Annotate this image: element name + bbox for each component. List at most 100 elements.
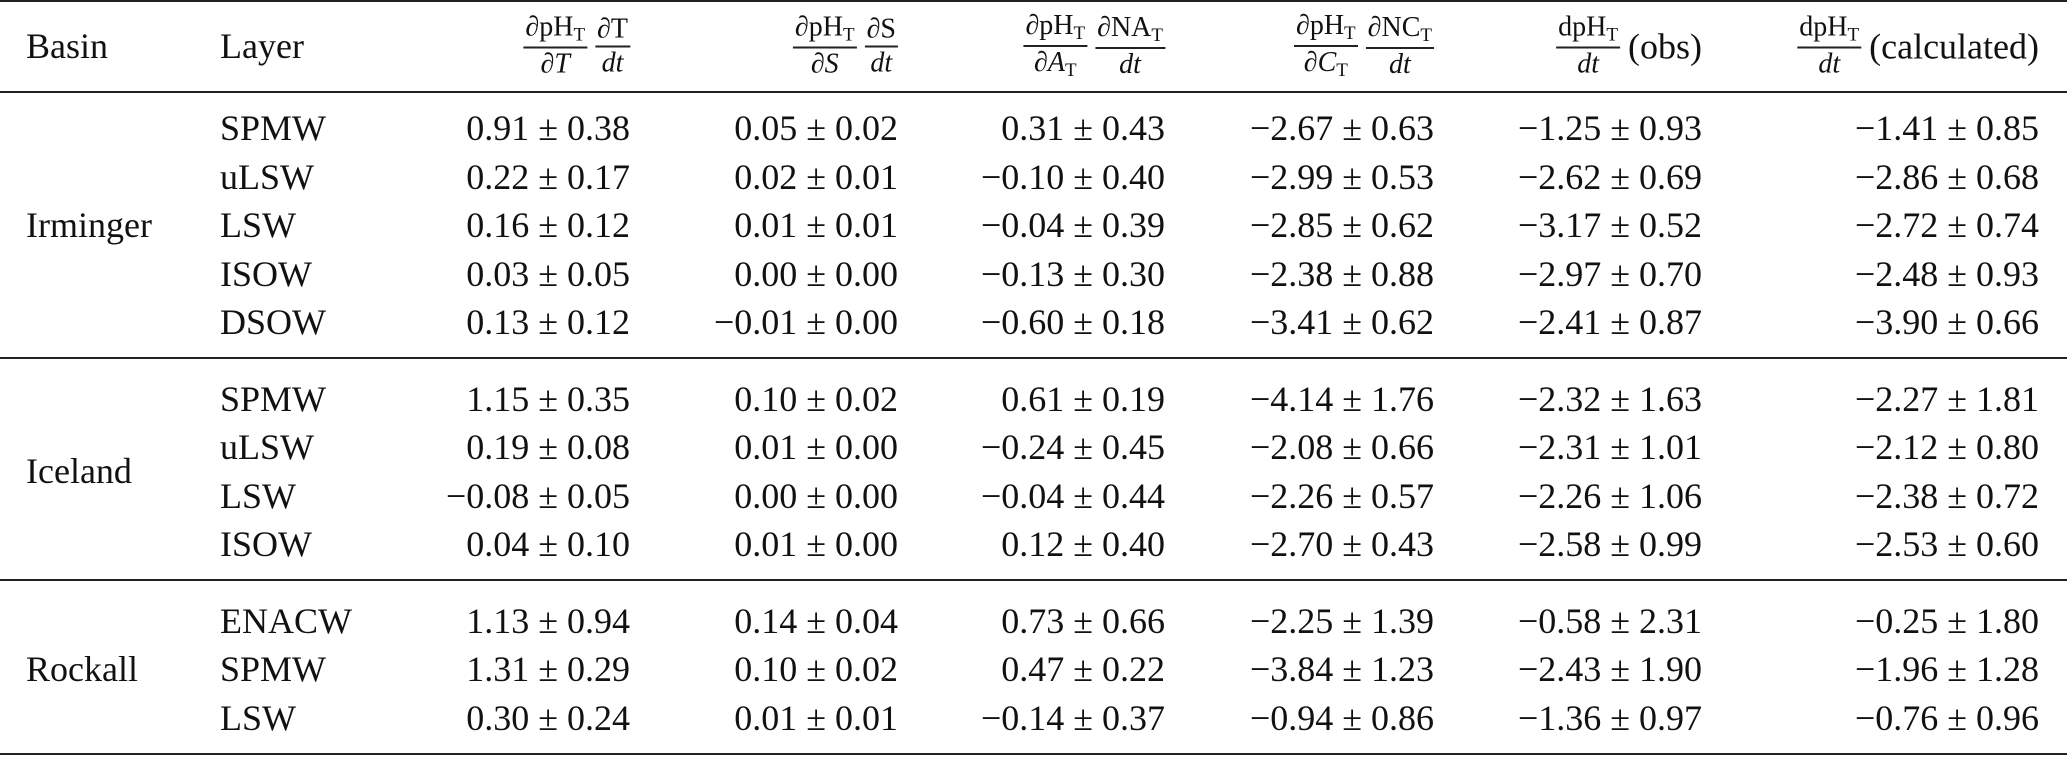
header-cell: ∂pHT ∂T ∂T dt xyxy=(515,13,630,79)
fraction: ∂pHT ∂CT xyxy=(1293,12,1358,81)
layer-cell: ISOW xyxy=(220,253,312,294)
denominator-text: dt xyxy=(1577,48,1599,80)
value-cell: −0.04 ± 0.44 xyxy=(980,475,1165,516)
value-cell: −3.17 ± 0.52 xyxy=(1517,205,1702,245)
value-cell: −0.10 ± 0.40 xyxy=(980,156,1165,197)
value-cell: 0.10 ± 0.02 xyxy=(734,378,898,419)
numerator: ∂NCT xyxy=(1365,11,1434,49)
value-cell: −1.96 ± 1.28 xyxy=(1854,649,2039,689)
value-cell: 0.12 ± 0.40 xyxy=(1001,524,1165,564)
fraction: dpHT dt xyxy=(1797,11,1862,79)
value-cell: −0.94 ± 0.86 xyxy=(1249,697,1434,738)
value-cell: −2.70 ± 0.43 xyxy=(1249,524,1434,564)
value-cell: −2.99 ± 0.53 xyxy=(1249,156,1434,197)
numerator: ∂NAT xyxy=(1095,11,1165,49)
value-cell: −2.38 ± 0.88 xyxy=(1249,253,1434,294)
fraction: ∂pHT ∂S xyxy=(792,13,857,79)
numerator: ∂pHT xyxy=(792,13,857,49)
subscript: T xyxy=(1336,60,1348,81)
value-cell: 0.00 ± 0.00 xyxy=(734,253,898,294)
value-cell: 0.30 ± 0.24 xyxy=(466,697,630,738)
numerator: ∂S xyxy=(864,13,898,47)
value-cell: 1.13 ± 0.94 xyxy=(466,600,630,641)
value-cell: −2.32 ± 1.63 xyxy=(1517,378,1702,419)
subscript: T xyxy=(1151,24,1163,46)
value-cell: −0.24 ± 0.45 xyxy=(980,427,1165,467)
header-cell: dpHT dt (calculated) xyxy=(1789,11,2039,79)
rule xyxy=(0,0,2067,2)
denominator: ∂CT xyxy=(1303,47,1348,81)
value-cell: −2.85 ± 0.62 xyxy=(1249,205,1434,245)
value-cell: −0.14 ± 0.37 xyxy=(980,697,1165,738)
value-cell: 0.73 ± 0.66 xyxy=(1001,600,1165,641)
value-cell: 0.01 ± 0.01 xyxy=(734,697,898,738)
value-cell: 0.13 ± 0.12 xyxy=(466,302,630,342)
denominator-text: dt xyxy=(870,47,893,78)
subscript: T xyxy=(1344,23,1356,44)
value-cell: −2.67 ± 0.63 xyxy=(1249,108,1434,148)
denominator: dt xyxy=(870,47,892,77)
value-cell: −2.31 ± 1.01 xyxy=(1517,427,1702,467)
value-cell: −1.41 ± 0.85 xyxy=(1854,108,2039,148)
numerator-text: ∂S xyxy=(866,13,896,44)
layer-cell: ENACW xyxy=(220,600,352,641)
value-cell: −2.48 ± 0.93 xyxy=(1854,253,2039,294)
denominator: dt xyxy=(1577,49,1599,79)
value-cell: 0.19 ± 0.08 xyxy=(466,427,630,467)
basin-cell: Iceland xyxy=(26,451,132,492)
numerator-text: ∂NC xyxy=(1367,11,1421,43)
rule xyxy=(0,579,2067,581)
value-cell: −1.36 ± 0.97 xyxy=(1517,697,1702,738)
subscript: T xyxy=(573,24,586,46)
fraction: ∂pHT ∂T xyxy=(523,13,588,79)
value-cell: −0.13 ± 0.30 xyxy=(980,253,1165,294)
denominator-text: ∂C xyxy=(1303,47,1337,78)
denominator: ∂T xyxy=(541,49,570,79)
header-suffix: (calculated) xyxy=(1869,26,2039,66)
value-cell: 0.01 ± 0.00 xyxy=(734,427,898,467)
numerator-text: ∂NA xyxy=(1097,11,1152,43)
header-cell: Basin xyxy=(26,26,109,66)
denominator-text: ∂S xyxy=(810,48,839,80)
basin-cell: Irminger xyxy=(26,205,152,245)
value-cell: −4.14 ± 1.76 xyxy=(1249,378,1434,419)
layer-cell: SPMW xyxy=(220,108,327,148)
numerator-text: ∂pH xyxy=(1025,10,1074,41)
value-cell: 0.16 ± 0.12 xyxy=(466,205,630,245)
fraction: ∂S dt xyxy=(864,13,898,77)
denominator: ∂S xyxy=(811,49,839,79)
value-cell: −0.60 ± 0.18 xyxy=(980,302,1165,342)
value-cell: −2.86 ± 0.68 xyxy=(1854,156,2039,197)
value-cell: −2.97 ± 0.70 xyxy=(1517,253,1702,294)
numerator: ∂T xyxy=(595,15,630,47)
numerator: ∂pHT xyxy=(1293,12,1358,47)
denominator: dt xyxy=(1818,49,1840,79)
value-cell: −0.08 ± 0.05 xyxy=(445,475,630,516)
value-cell: −0.58 ± 2.31 xyxy=(1517,600,1702,641)
value-cell: 0.05 ± 0.02 xyxy=(734,108,898,148)
value-cell: −2.26 ± 1.06 xyxy=(1517,475,1702,516)
value-cell: 0.04 ± 0.10 xyxy=(466,524,630,564)
numerator-text: dpH xyxy=(1799,11,1848,43)
denominator-text: dt xyxy=(1818,48,1841,80)
fraction: ∂T dt xyxy=(595,15,630,77)
subscript: T xyxy=(1847,24,1860,46)
layer-cell: SPMW xyxy=(220,649,327,689)
value-cell: −2.41 ± 0.87 xyxy=(1517,302,1702,342)
fraction: ∂NCT dt xyxy=(1365,11,1434,79)
basin-cell: Rockall xyxy=(26,649,138,689)
value-cell: 0.14 ± 0.04 xyxy=(734,600,898,641)
denominator: dt xyxy=(1119,49,1141,79)
numerator: dpHT xyxy=(1556,13,1620,49)
value-cell: 0.31 ± 0.43 xyxy=(1001,108,1165,148)
denominator: dt xyxy=(602,47,624,77)
value-cell: −3.84 ± 1.23 xyxy=(1249,649,1434,689)
subscript: T xyxy=(1420,24,1432,46)
header-cell: Layer xyxy=(220,26,304,66)
value-cell: −0.01 ± 0.00 xyxy=(713,302,898,342)
denominator-text: dt xyxy=(601,47,624,78)
value-cell: 0.00 ± 0.00 xyxy=(734,475,898,516)
value-cell: −2.25 ± 1.39 xyxy=(1249,600,1434,641)
value-cell: 0.61 ± 0.19 xyxy=(1001,378,1165,419)
